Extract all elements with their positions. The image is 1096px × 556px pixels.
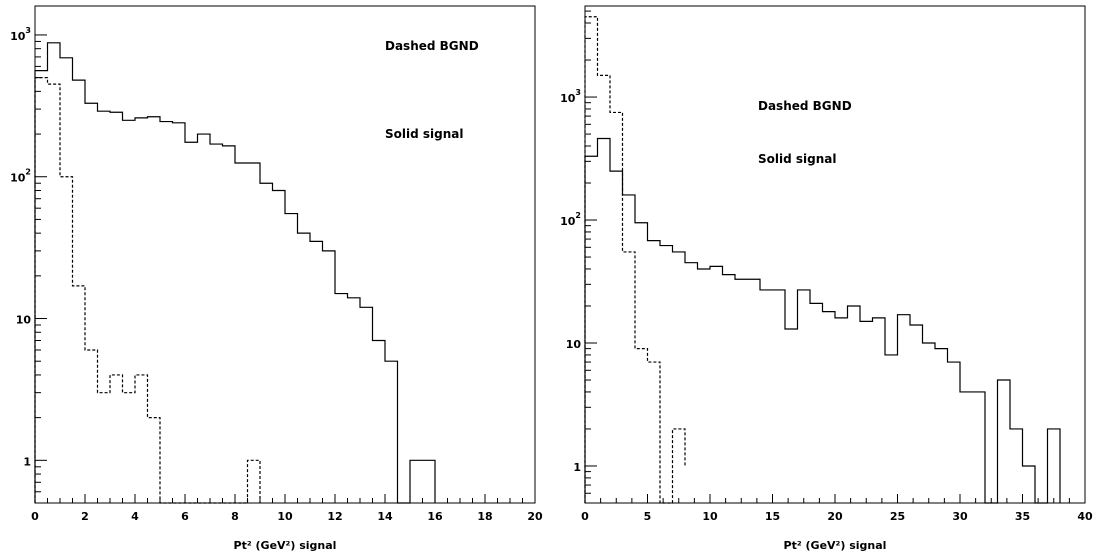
y-tick-exponent: 2	[25, 168, 31, 177]
plot-frame	[34, 5, 536, 504]
x-tick-label: 20	[827, 510, 843, 523]
signal-outline	[584, 137, 1061, 504]
y-tick-base: 10	[10, 172, 26, 185]
y-tick-base: 10	[566, 338, 582, 351]
x-tick-label: 18	[477, 510, 492, 523]
y-tick-label: 103	[560, 88, 581, 105]
x-tick-label: 20	[527, 510, 543, 523]
signal-series	[584, 137, 1061, 504]
x-tick-label: 0	[581, 510, 589, 523]
y-tick-base: 10	[16, 314, 32, 327]
x-tick-label: 10	[277, 510, 293, 523]
x-axis-title: Pt² (GeV²) signal	[234, 539, 337, 552]
legend-annotation: Solid signal	[385, 127, 463, 141]
x-tick-label: 30	[952, 510, 968, 523]
x-tick-label: 5	[644, 510, 652, 523]
y-tick-base: 10	[560, 92, 576, 105]
y-tick-base: 1	[23, 455, 31, 468]
legend-annotation: Solid signal	[758, 152, 836, 166]
background-series	[584, 16, 686, 504]
x-tick-label: 0	[31, 510, 39, 523]
signal-outline	[34, 42, 436, 504]
x-tick-label: 12	[327, 510, 342, 523]
x-tick-label: 6	[181, 510, 189, 523]
y-tick-label: 1	[23, 455, 31, 468]
y-tick-exponent: 3	[575, 88, 581, 97]
y-tick-exponent: 3	[25, 26, 31, 35]
x-tick-label: 14	[377, 510, 393, 523]
y-tick-exponent: 2	[575, 211, 581, 220]
y-tick-label: 102	[10, 168, 31, 185]
y-tick-label: 102	[560, 211, 581, 228]
legend-annotation: Dashed BGND	[758, 99, 852, 113]
y-tick-base: 1	[573, 461, 581, 474]
x-tick-label: 40	[1077, 510, 1093, 523]
x-tick-label: 10	[702, 510, 718, 523]
y-tick-label: 1	[573, 461, 581, 474]
y-tick-base: 10	[560, 215, 576, 228]
background-series	[34, 77, 261, 504]
x-tick-label: 35	[1015, 510, 1030, 523]
x-tick-label: 2	[81, 510, 89, 523]
y-tick-label: 10	[566, 338, 582, 351]
y-tick-base: 10	[10, 30, 26, 43]
x-tick-label: 8	[231, 510, 239, 523]
x-axis-title: Pt² (GeV²) signal	[784, 539, 887, 552]
x-tick-label: 25	[890, 510, 905, 523]
background-outline	[34, 77, 261, 504]
x-tick-label: 15	[765, 510, 780, 523]
background-outline	[584, 16, 686, 504]
x-tick-label: 4	[131, 510, 139, 523]
legend-annotation: Dashed BGND	[385, 39, 479, 53]
y-tick-label: 10	[16, 314, 32, 327]
y-tick-label: 103	[10, 26, 31, 43]
signal-series	[34, 42, 436, 504]
x-tick-label: 16	[427, 510, 443, 523]
